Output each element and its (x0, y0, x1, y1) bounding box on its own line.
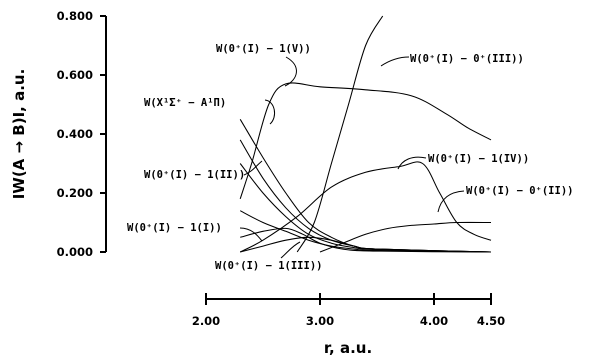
x-tick-label: 2.00 (192, 314, 220, 328)
leader-w-0-1-ii (243, 160, 263, 176)
annotation-w-0-1-iv: W(0⁺(I) − 1(IV)) (428, 153, 529, 165)
leader-w-0-1-v (284, 56, 297, 87)
series-line-3 (239, 161, 492, 253)
series-line-2 (239, 119, 492, 253)
annotation-w-0-1-iii: W(0⁺(I) − 1(III)) (215, 260, 322, 272)
annotation-w-0-0-iii: W(0⁺(I) − 0⁺(III)) (410, 53, 524, 65)
x-tick-label: 4.50 (477, 314, 505, 328)
y-axis-title: IW(A → B)I, a.u. (10, 69, 28, 200)
y-tick-label: 0.800 (57, 9, 93, 23)
series-line-9 (240, 236, 492, 253)
series-line-5 (319, 221, 492, 253)
y-tick-label: 0.400 (57, 127, 93, 141)
annotation-w-x-a: W(X¹Σ⁺ − A¹Π) (144, 97, 226, 109)
series-line-0 (239, 82, 492, 200)
x-tick-label: 4.00 (420, 314, 448, 328)
y-tick-label: 0.000 (57, 245, 93, 259)
leader-w-0-1-iv (397, 156, 427, 170)
leader-w-0-1-iii (280, 241, 301, 259)
x-tick-label: 3.00 (306, 314, 334, 328)
series-line-7 (240, 227, 492, 253)
y-tick-label: 0.200 (57, 186, 93, 200)
x-axis-title: r, a.u. (324, 339, 372, 357)
annotation-w-0-1-v: W(0⁺(I) − 1(V)) (216, 43, 311, 55)
annotation-w-0-0-ii: W(0⁺(I) − 0⁺(II)) (466, 185, 573, 197)
leader-w-x-a (264, 99, 276, 125)
y-tick-label: 0.600 (57, 68, 93, 82)
leader-w-0-1-i (239, 227, 263, 242)
leader-w-0-0-iii (380, 56, 410, 67)
series-line-8 (239, 163, 492, 253)
leader-w-0-0-ii (437, 190, 465, 213)
annotation-w-0-1-ii: W(0⁺(I) − 1(II)) (144, 169, 245, 181)
annotation-w-0-1-i: W(0⁺(I) − 1(I)) (127, 222, 222, 234)
curves-layer (239, 15, 492, 253)
